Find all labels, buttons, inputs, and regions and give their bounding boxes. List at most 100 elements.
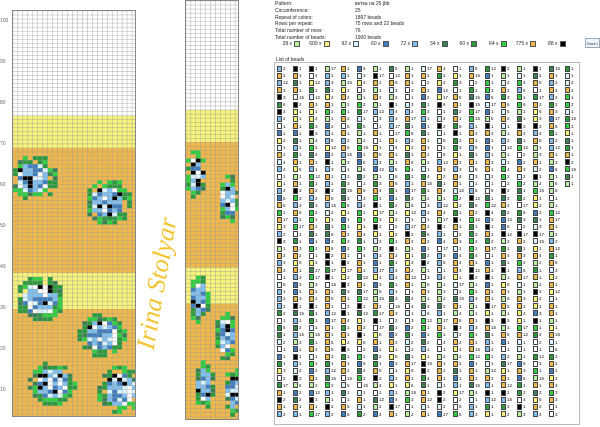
bead-color-swatch xyxy=(437,216,442,223)
bead-list-item: 3 xyxy=(485,159,499,166)
bead-list-item: 2 xyxy=(437,72,451,79)
bead-color-swatch xyxy=(469,108,474,115)
bead-color-swatch xyxy=(357,187,362,194)
bead-list-item: 17 xyxy=(309,267,323,274)
palette-swatch[interactable] xyxy=(471,41,477,47)
bead-count: 1 xyxy=(475,310,478,316)
bead-count: 1 xyxy=(507,289,510,295)
bead-count: 2 xyxy=(475,375,478,381)
bead-color-swatch xyxy=(405,411,410,418)
bead-count: 15 xyxy=(347,375,353,381)
bead-color-swatch xyxy=(325,389,330,396)
palette-swatch[interactable] xyxy=(412,41,418,47)
bead-list-item: 12 xyxy=(549,245,563,252)
bead-count: 2 xyxy=(299,217,302,223)
palette-swatch[interactable] xyxy=(500,41,507,47)
bead-list-item: 2 xyxy=(549,231,563,238)
bead-color-swatch xyxy=(309,72,314,79)
bead-list-item: 1 xyxy=(549,339,563,346)
bead-list-item: 6 xyxy=(405,130,419,137)
bead-list-item: 2 xyxy=(533,288,547,295)
bead-color-swatch xyxy=(293,353,298,360)
bead-list-item: 3 xyxy=(341,159,355,166)
bead-count: 1 xyxy=(283,123,286,129)
bead-color-swatch xyxy=(501,324,506,331)
save-button[interactable]: Save I xyxy=(585,38,600,48)
bead-color-swatch xyxy=(453,331,458,338)
bead-color-swatch xyxy=(357,324,362,331)
palette-swatch[interactable] xyxy=(382,41,389,47)
bead-count: 2 xyxy=(283,310,286,316)
bead-count: 4 xyxy=(491,210,494,216)
bead-list-item: 2 xyxy=(421,238,435,245)
bead-count: 1 xyxy=(331,116,334,122)
bead-color-swatch xyxy=(357,231,362,238)
bead-count: 1 xyxy=(507,375,510,381)
bead-list-item: 1 xyxy=(469,137,483,144)
bead-count: 15 xyxy=(571,166,577,172)
bead-count: 4 xyxy=(427,303,430,309)
bead-color-swatch xyxy=(421,115,426,122)
bead-color-swatch xyxy=(325,403,330,410)
palette-swatch[interactable] xyxy=(323,41,330,47)
bead-count: 2 xyxy=(411,231,414,237)
bead-count: 17 xyxy=(443,318,449,324)
palette-swatch[interactable] xyxy=(294,41,300,47)
bead-list-item: 3 xyxy=(309,396,323,403)
bead-color-swatch xyxy=(501,166,506,173)
bead-list-item: 1 xyxy=(501,259,515,266)
bead-list-item: 1 xyxy=(389,137,403,144)
bead-color-swatch xyxy=(501,195,506,202)
bead-count: 17 xyxy=(443,246,449,252)
bead-list-item: 2 xyxy=(389,202,403,209)
bead-color-swatch xyxy=(453,238,458,245)
bead-color-swatch xyxy=(357,223,362,230)
bead-color-swatch xyxy=(341,331,346,338)
bead-color-swatch xyxy=(469,310,474,317)
bead-list-item: 4 xyxy=(373,411,387,418)
bead-list-item: 1 xyxy=(565,94,579,101)
bead-color-swatch xyxy=(517,324,522,331)
bead-color-swatch xyxy=(293,303,298,310)
bead-count: 2 xyxy=(283,66,286,72)
bead-color-swatch xyxy=(453,130,458,137)
bead-list-item: 4 xyxy=(309,72,323,79)
bead-list-item: 5 xyxy=(469,166,483,173)
bead-list-item: 1 xyxy=(549,252,563,259)
bead-list-item: 5 xyxy=(469,202,483,209)
bead-count: 1 xyxy=(507,246,510,252)
bead-count: 4 xyxy=(459,253,462,259)
bead-list-item: 2 xyxy=(533,295,547,302)
bead-count: 6 xyxy=(507,282,510,288)
bead-list-item: 2 xyxy=(341,87,355,94)
bead-color-swatch xyxy=(485,303,490,310)
bead-color-swatch xyxy=(453,403,458,410)
bead-list-item: 6 xyxy=(389,173,403,180)
bead-count: 1 xyxy=(347,109,350,115)
bead-color-swatch xyxy=(357,108,362,115)
bead-color-swatch xyxy=(517,151,522,158)
bead-list-item: 5 xyxy=(549,187,563,194)
bead-color-swatch xyxy=(453,288,458,295)
palette-swatch[interactable] xyxy=(353,41,359,47)
bead-list-item: 3 xyxy=(549,411,563,418)
bead-list-item: 2 xyxy=(277,166,291,173)
bead-color-swatch xyxy=(469,382,474,389)
bead-count: 1 xyxy=(331,217,334,223)
info-row: Total number of rows: 76 xyxy=(275,28,404,35)
bead-count: 5 xyxy=(475,66,478,72)
bead-color-swatch xyxy=(469,389,474,396)
bead-count: 3 xyxy=(331,354,334,360)
bead-list-item: 6 xyxy=(277,324,291,331)
bead-color-swatch xyxy=(389,389,394,396)
bead-color-swatch xyxy=(485,324,490,331)
bead-list-item: 2 xyxy=(309,295,323,302)
bead-color-swatch xyxy=(533,267,538,274)
palette-swatch[interactable] xyxy=(441,41,448,47)
bead-count: 6 xyxy=(491,188,494,194)
palette-swatch[interactable] xyxy=(559,41,566,47)
bead-count: 2 xyxy=(395,253,398,259)
palette-swatch[interactable] xyxy=(530,41,536,47)
bead-list-item: 2 xyxy=(325,72,339,79)
bead-count: 12 xyxy=(315,390,321,396)
